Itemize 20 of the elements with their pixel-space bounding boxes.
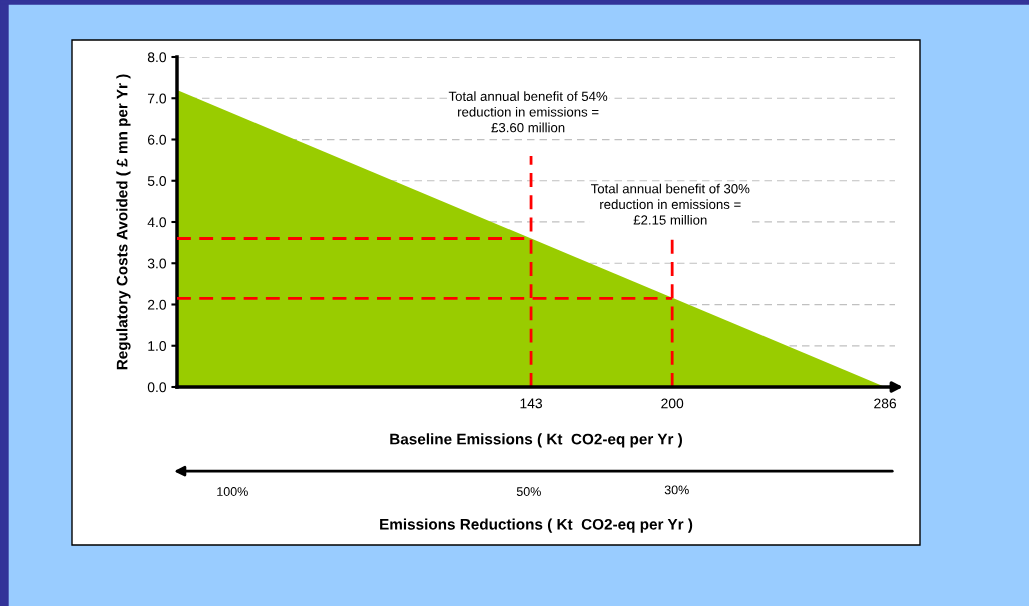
y-tick-label: 8.0 xyxy=(147,52,167,63)
x-tick-label: 286 xyxy=(874,398,897,409)
annotation: Total annual benefit of 30% reduction in emissions = £2.15 million xyxy=(590,183,750,225)
annotation: Total annual benefit of 54% reduction in emissions = £3.60 million xyxy=(448,91,608,133)
y-tick-label: 4.0 xyxy=(147,217,167,228)
y-tick-label: 7.0 xyxy=(147,93,167,104)
y-axis-title: Regulatory Costs Avoided ( £ mn per Yr ) xyxy=(116,74,131,370)
y-tick-label: 2.0 xyxy=(147,299,167,310)
y-tick-label: 6.0 xyxy=(147,134,167,145)
y-tick-label: 3.0 xyxy=(147,258,167,269)
x-axis-title: Baseline Emissions ( Kt CO2-eq per Yr ) xyxy=(390,433,682,448)
y-tick-label: 0.0 xyxy=(147,382,167,393)
x-tick-label: 200 xyxy=(661,398,684,409)
x2-axis-title: Emissions Reductions ( Kt CO2-eq per Yr ) xyxy=(380,518,693,533)
text: 100% xyxy=(217,487,248,496)
text: 50% xyxy=(516,487,541,496)
x-tick-label: 143 xyxy=(520,398,543,409)
text: 30% xyxy=(664,485,689,495)
y-tick-label: 5.0 xyxy=(147,176,167,186)
y-tick-label: 1.0 xyxy=(148,341,167,351)
